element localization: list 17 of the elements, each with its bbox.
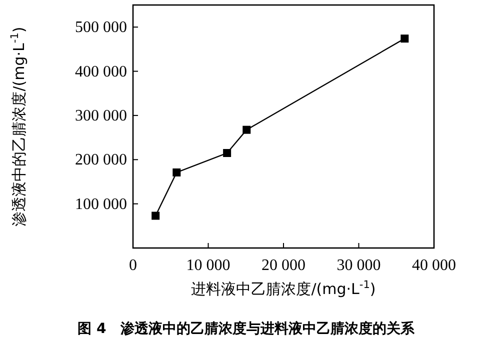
point <box>400 34 409 43</box>
point <box>172 168 181 176</box>
x-tick-label: 40 000 <box>412 257 456 274</box>
y-tick-label: 400 000 <box>75 63 127 80</box>
y-tick-label: 200 000 <box>75 152 127 169</box>
y-tick-label: 500 000 <box>75 19 127 36</box>
x-tick-label: 30 000 <box>336 257 381 274</box>
x-axis-title: 进料液中乙腈浓度/(mg·L$^{-1}$) <box>191 279 376 298</box>
point <box>223 149 232 158</box>
x-tick-label: 10 000 <box>186 257 230 274</box>
point <box>152 212 160 220</box>
x-tick-label: 20 000 <box>262 257 306 274</box>
y-tick-label: 300 000 <box>75 107 127 124</box>
y-tick-label: 100 000 <box>75 196 127 213</box>
x-tick-label: 0 <box>129 257 137 274</box>
text: 图 4 渗透液中的乙腈浓度与进料液中乙腈浓度的关系 <box>78 320 416 337</box>
point <box>242 126 251 134</box>
